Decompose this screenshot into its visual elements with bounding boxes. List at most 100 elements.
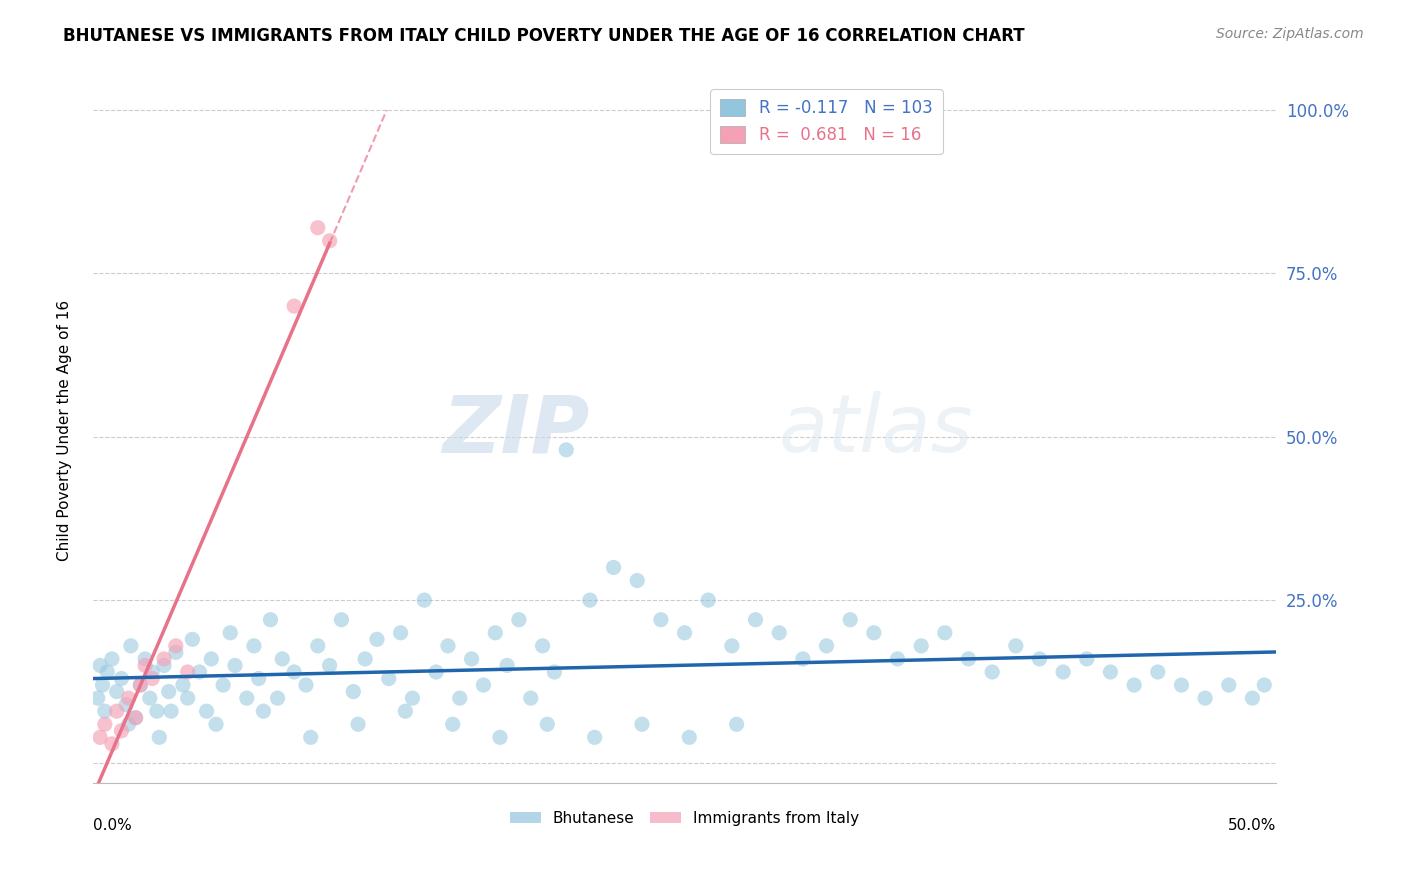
Point [437,639,460,653]
Point [626,574,648,588]
Point [721,639,744,653]
Point [165,639,187,653]
Point [543,665,565,679]
Point [212,678,235,692]
Point [1241,691,1264,706]
Point [124,711,146,725]
Point [94,704,117,718]
Point [673,625,696,640]
Point [389,625,412,640]
Point [449,691,471,706]
Point [148,731,170,745]
Point [981,665,1004,679]
Point [266,691,288,706]
Point [1123,678,1146,692]
Point [89,658,111,673]
Point [176,665,198,679]
Point [555,442,578,457]
Point [96,665,118,679]
Y-axis label: Child Poverty Under the Age of 16: Child Poverty Under the Age of 16 [58,300,72,561]
Point [792,652,814,666]
Point [394,704,416,718]
Point [105,704,128,718]
Point [413,593,436,607]
Point [101,652,124,666]
Point [886,652,908,666]
Point [330,613,353,627]
Point [318,234,340,248]
Point [342,684,364,698]
Point [425,665,447,679]
Point [157,684,180,698]
Point [160,704,183,718]
Point [89,731,111,745]
Point [153,652,176,666]
Point [94,717,117,731]
Point [134,652,156,666]
Point [1076,652,1098,666]
Point [347,717,370,731]
Point [579,593,602,607]
Point [1099,665,1122,679]
Text: 0.0%: 0.0% [93,818,132,833]
Point [744,613,766,627]
Point [519,691,541,706]
Point [1170,678,1192,692]
Point [957,652,980,666]
Point [768,625,790,640]
Point [678,731,700,745]
Point [378,672,401,686]
Point [224,658,246,673]
Point [124,711,146,725]
Point [195,704,218,718]
Text: ZIP: ZIP [443,392,591,469]
Point [934,625,956,640]
Point [134,658,156,673]
Point [839,613,862,627]
Point [181,632,204,647]
Text: Source: ZipAtlas.com: Source: ZipAtlas.com [1216,27,1364,41]
Point [815,639,838,653]
Point [496,658,519,673]
Point [247,672,270,686]
Point [354,652,377,666]
Point [110,672,132,686]
Legend: Bhutanese, Immigrants from Italy: Bhutanese, Immigrants from Italy [505,805,865,832]
Point [120,639,142,653]
Point [583,731,606,745]
Text: 50.0%: 50.0% [1227,818,1277,833]
Point [484,625,506,640]
Point [401,691,423,706]
Point [105,684,128,698]
Point [295,678,318,692]
Point [188,665,211,679]
Point [602,560,624,574]
Point [1004,639,1026,653]
Point [243,639,266,653]
Point [91,678,114,692]
Point [472,678,495,692]
Point [117,691,139,706]
Point [219,625,242,640]
Point [236,691,259,706]
Point [307,639,329,653]
Point [101,737,124,751]
Point [129,678,152,692]
Point [863,625,886,640]
Point [307,220,329,235]
Point [318,658,340,673]
Point [259,613,281,627]
Text: atlas: atlas [779,392,974,469]
Point [129,678,152,692]
Point [205,717,228,731]
Point [299,731,322,745]
Point [115,698,138,712]
Point [139,691,162,706]
Point [1028,652,1050,666]
Point [536,717,558,731]
Text: BHUTANESE VS IMMIGRANTS FROM ITALY CHILD POVERTY UNDER THE AGE OF 16 CORRELATION: BHUTANESE VS IMMIGRANTS FROM ITALY CHILD… [63,27,1025,45]
Point [87,691,110,706]
Point [252,704,274,718]
Point [153,658,176,673]
Point [271,652,294,666]
